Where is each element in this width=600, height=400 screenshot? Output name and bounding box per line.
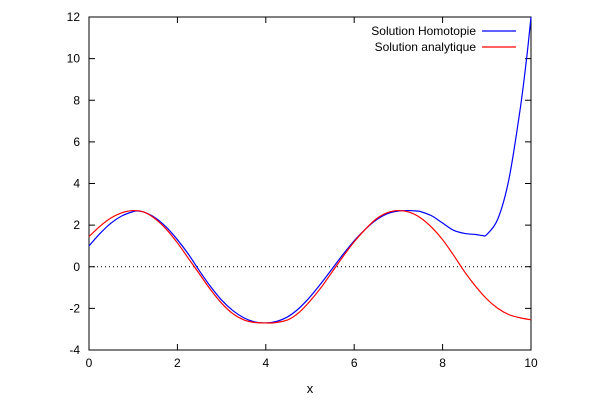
y-tick-label: 8 [73,93,80,107]
y-tick-label: 6 [73,135,80,149]
plot-frame [88,16,532,351]
y-tick-label: -2 [69,301,80,315]
x-axis-label: x [307,381,314,396]
legend-label: Solution analytique [375,40,477,54]
series-layer [88,16,532,324]
y-tick-label: 10 [67,52,81,66]
x-tick-label: 0 [86,356,93,370]
y-tick-label: 12 [67,10,81,24]
x-tick-label: 4 [262,356,269,370]
axis-ticks: 0 2 4 6 8 10 -4 -2 0 2 4 6 8 10 12 [67,10,538,370]
x-tick-label: 8 [439,356,446,370]
x-tick-label: 6 [351,356,358,370]
series-line-solution-homotopie [88,16,532,324]
y-tick-label: 0 [73,260,80,274]
y-tick-label: -4 [69,343,80,357]
series-line-solution-analytique [88,209,532,324]
y-tick-label: 2 [73,218,80,232]
legend-label: Solution Homotopie [371,24,476,38]
y-tick-label: 4 [73,177,80,191]
legend: Solution Homotopie Solution analytique [371,24,516,54]
x-tick-label: 2 [174,356,181,370]
x-tick-label: 10 [524,356,538,370]
